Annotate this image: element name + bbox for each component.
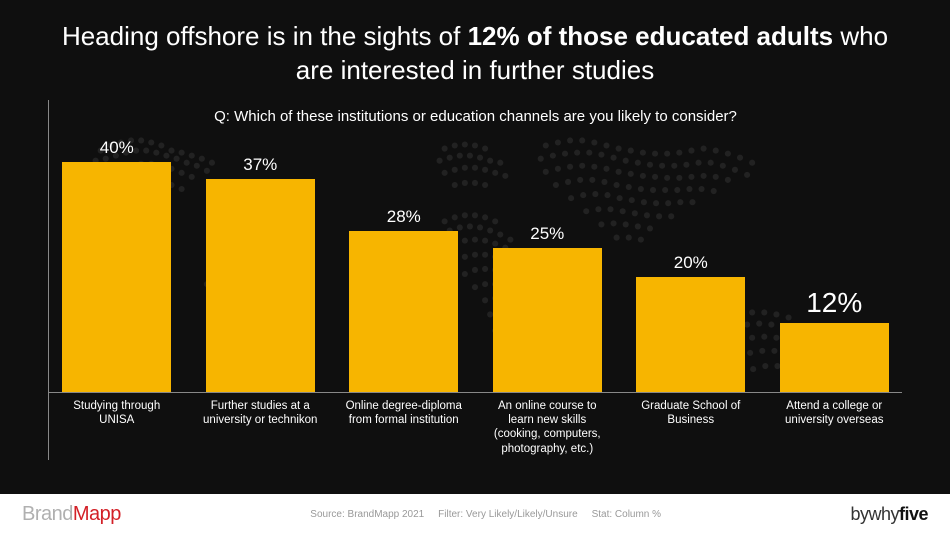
bar-category-label: Online degree-diploma from formal instit… <box>342 399 466 457</box>
bar-value-label: 40% <box>100 138 134 158</box>
bar-category-label: Further studies at a university or techn… <box>199 399 323 457</box>
chart-frame: Q: Which of these institutions or educat… <box>48 100 902 460</box>
title-pre: Heading offshore is in the sights of <box>62 21 468 51</box>
footer-meta: Source: BrandMapp 2021 Filter: Very Like… <box>121 509 851 520</box>
bar-category-label: Attend a college or university overseas <box>773 399 897 457</box>
bar <box>636 277 745 392</box>
bar <box>206 179 315 392</box>
bar-category-label: An online course to learn new skills (co… <box>486 399 610 457</box>
brand-pre: Brand <box>22 503 73 525</box>
bar-column: 25% <box>486 133 610 392</box>
footer-source: Source: BrandMapp 2021 <box>310 509 424 520</box>
slide: Heading offshore is in the sights of 12%… <box>0 0 950 494</box>
bar <box>62 162 171 392</box>
bar <box>780 323 889 392</box>
bar-value-label: 37% <box>243 155 277 175</box>
labels-row: Studying through UNISA Further studies at… <box>49 393 902 457</box>
bar-value-label: 12% <box>806 287 862 319</box>
brandmapp-logo: BrandMapp <box>22 503 121 526</box>
bars-area: 40% 37% 28% 25% 20% 12% <box>49 133 902 393</box>
footer: BrandMapp Source: BrandMapp 2021 Filter:… <box>0 494 950 534</box>
bar-category-label: Graduate School of Business <box>629 399 753 457</box>
title-bold: 12% of those educated adults <box>468 21 834 51</box>
bar-value-label: 28% <box>387 207 421 227</box>
bar <box>349 231 458 392</box>
bar-column: 28% <box>342 133 466 392</box>
bar <box>493 248 602 392</box>
bar-column: 40% <box>55 133 179 392</box>
brand-post: Mapp <box>73 503 121 525</box>
by-pre: bywhy <box>850 504 899 524</box>
bar-value-label: 25% <box>530 224 564 244</box>
bar-column: 12% <box>773 133 897 392</box>
bywhyfive-logo: bywhyfive <box>850 504 928 525</box>
bar-column: 20% <box>629 133 753 392</box>
by-post: five <box>899 504 928 524</box>
footer-stat: Stat: Column % <box>592 509 661 520</box>
chart-question: Q: Which of these institutions or educat… <box>49 108 902 125</box>
footer-filter: Filter: Very Likely/Likely/Unsure <box>438 509 578 520</box>
bar-column: 37% <box>199 133 323 392</box>
bar-value-label: 20% <box>674 253 708 273</box>
bar-category-label: Studying through UNISA <box>55 399 179 457</box>
slide-title: Heading offshore is in the sights of 12%… <box>40 20 910 88</box>
